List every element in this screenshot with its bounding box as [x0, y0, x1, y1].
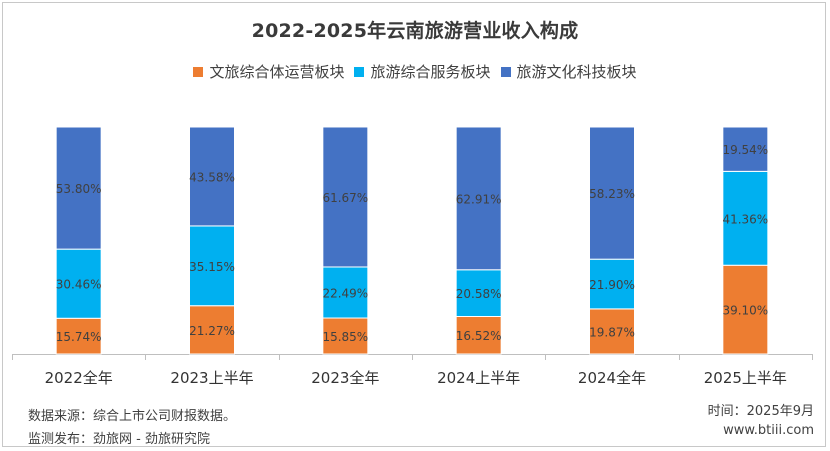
bar-segment: [55, 317, 102, 355]
publisher-note: 监测发布：劲旅网 - 劲旅研究院: [28, 432, 210, 447]
chart-legend: 文旅综合体运营板块 旅游综合服务板块 旅游文化科技板块: [0, 61, 830, 82]
legend-swatch: [193, 66, 204, 77]
data-label: 53.80%: [56, 182, 102, 196]
data-label: 21.27%: [189, 324, 235, 338]
publish-time: 时间：2025年9月: [707, 404, 814, 419]
chart-frame: [2, 2, 826, 447]
legend-item-culture-tech: 旅游文化科技板块: [500, 61, 637, 82]
data-source-note: 数据来源：综合上市公司财报数据。: [28, 409, 237, 424]
legend-item-tourism-service: 旅游综合服务板块: [354, 61, 491, 82]
data-label: 30.46%: [56, 278, 102, 292]
data-label: 58.23%: [589, 187, 635, 201]
bar-segment: [322, 266, 369, 319]
bar-segment: [55, 126, 102, 250]
bar-segment: [189, 126, 235, 227]
data-label: 35.15%: [189, 260, 235, 274]
bar-segment: [322, 126, 369, 268]
bar-segment: [722, 264, 769, 355]
bar-segment: [589, 126, 635, 260]
x-tick-label: 2023全年: [311, 369, 379, 387]
x-tick-label: 2022全年: [45, 369, 113, 387]
bar-segment: [189, 305, 235, 355]
x-tick-label: 2025上半年: [704, 369, 787, 387]
data-label: 19.87%: [589, 325, 635, 339]
data-label: 22.49%: [322, 286, 368, 300]
bar-segment: [322, 317, 369, 355]
x-tick-label: 2023上半年: [170, 369, 253, 387]
website-url: www.btiii.com: [723, 423, 814, 438]
data-label: 21.90%: [589, 278, 635, 292]
bar-segment: [55, 248, 102, 319]
data-label: 15.74%: [56, 330, 102, 344]
data-label: 62.91%: [456, 192, 502, 206]
x-tick-label: 2024上半年: [437, 369, 520, 387]
legend-label: 旅游文化科技板块: [516, 63, 637, 81]
data-label: 15.85%: [322, 330, 368, 344]
data-label: 20.58%: [456, 287, 502, 301]
legend-item-culture-complex: 文旅综合体运营板块: [193, 61, 344, 82]
bar-segment: [589, 308, 635, 355]
data-label: 16.52%: [456, 329, 502, 343]
data-label: 39.10%: [722, 304, 768, 318]
bar-segment: [722, 126, 769, 172]
data-label: 19.54%: [722, 143, 768, 157]
chart-title: 2022-2025年云南旅游营业收入构成: [251, 20, 579, 42]
bar-segment: [455, 126, 502, 271]
bar-segment: [455, 269, 502, 317]
bar-segment: [455, 315, 502, 355]
legend-swatch: [354, 66, 365, 77]
bar-segment: [722, 170, 769, 266]
x-tick-label: 2024全年: [578, 369, 646, 387]
legend-label: 文旅综合体运营板块: [209, 63, 345, 81]
bar-segment: [589, 258, 635, 310]
data-label: 41.36%: [722, 212, 768, 226]
legend-label: 旅游综合服务板块: [370, 63, 491, 81]
data-label: 43.58%: [189, 170, 235, 184]
bar-segment: [189, 225, 235, 307]
data-label: 61.67%: [322, 191, 368, 205]
legend-swatch: [500, 66, 511, 77]
